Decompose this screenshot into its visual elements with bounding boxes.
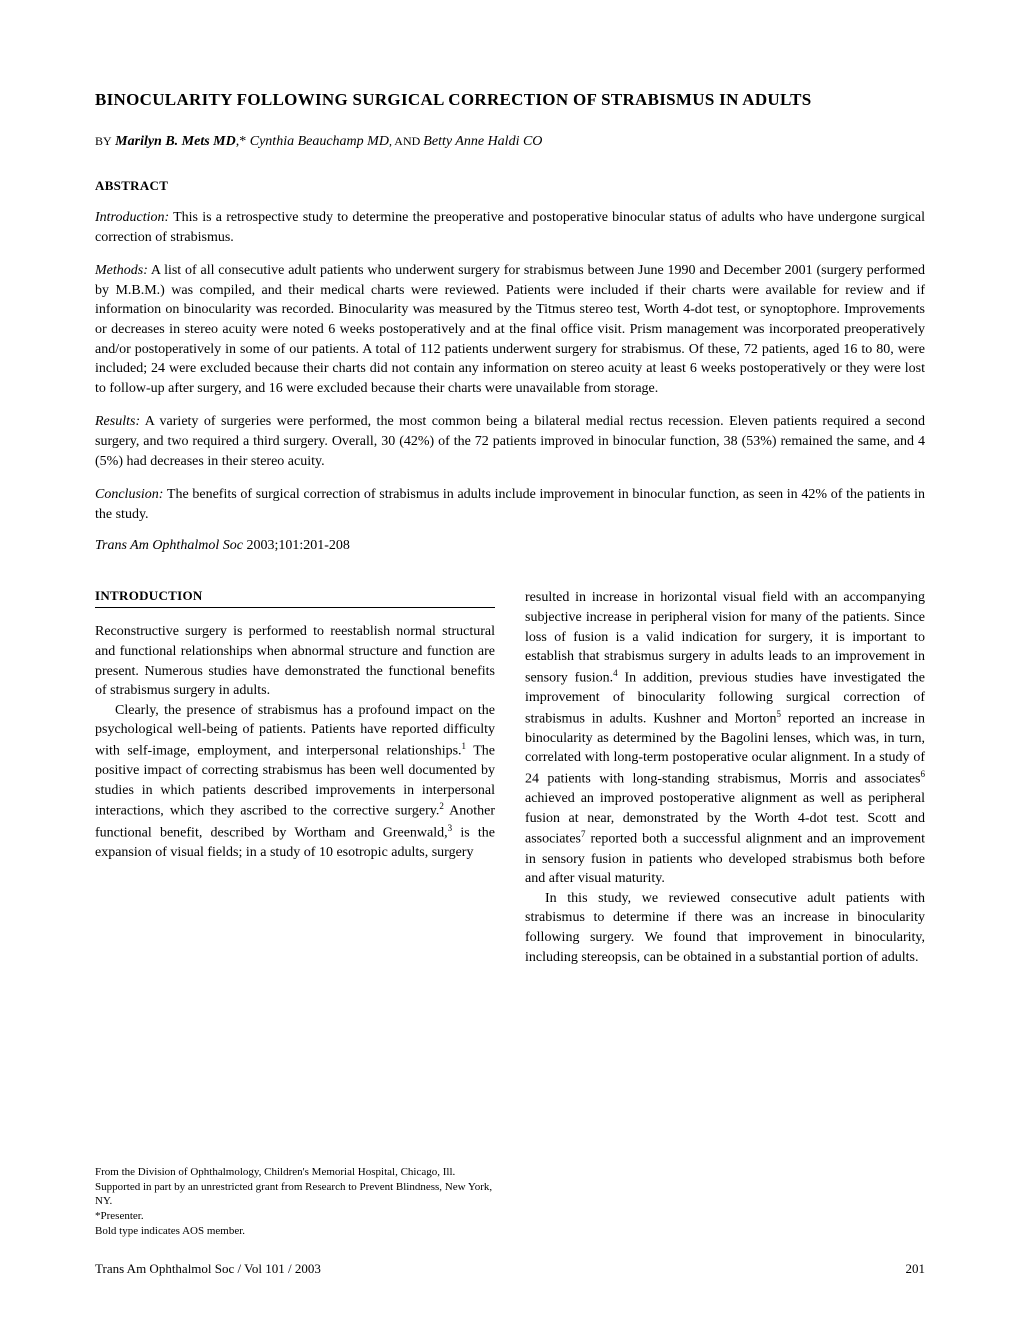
footnote-affiliation: From the Division of Ophthalmology, Chil…: [95, 1165, 495, 1210]
abstract-methods: Methods: A list of all consecutive adult…: [95, 261, 925, 398]
abstract-results: Results: A variety of surgeries were per…: [95, 412, 925, 471]
intro-label: Introduction:: [95, 210, 169, 225]
author-primary: Marilyn B. Mets MD: [115, 134, 236, 149]
page-footer: Trans Am Ophthalmol Soc / Vol 101 / 2003…: [95, 1261, 925, 1277]
citation-journal: Trans Am Ophthalmol Soc: [95, 538, 243, 553]
authors-line: BY Marilyn B. Mets MD,* Cynthia Beaucham…: [95, 134, 925, 150]
citation-rest: 2003;101:201-208: [243, 538, 350, 553]
intro-left-p1: Reconstructive surgery is performed to r…: [95, 622, 495, 700]
results-text: A variety of surgeries were performed, t…: [95, 414, 925, 468]
author-tertiary: Betty Anne Haldi CO: [423, 134, 542, 149]
author-secondary: Cynthia Beauchamp MD: [250, 134, 389, 149]
conclusion-label: Conclusion:: [95, 487, 163, 502]
results-label: Results:: [95, 414, 140, 429]
footnote-bold-type: Bold type indicates AOS member.: [95, 1224, 495, 1239]
intro-left-text: Reconstructive surgery is performed to r…: [95, 622, 495, 862]
footnote-presenter: *Presenter.: [95, 1209, 495, 1224]
ref-6: 6: [921, 769, 926, 779]
article-title: BINOCULARITY FOLLOWING SURGICAL CORRECTI…: [95, 90, 925, 110]
intro-left-p2: Clearly, the presence of strabismus has …: [95, 701, 495, 863]
introduction-heading: INTRODUCTION: [95, 588, 495, 608]
citation: Trans Am Ophthalmol Soc 2003;101:201-208: [95, 538, 925, 554]
author-asterisk: ,*: [236, 134, 247, 149]
by-label: BY: [95, 134, 112, 148]
intro-right-p2: In this study, we reviewed consecutive a…: [525, 889, 925, 967]
intro-right-text: resulted in increase in horizontal visua…: [525, 588, 925, 967]
intro-r1-e: reported both a successful alignment and…: [525, 832, 925, 886]
abstract-heading: ABSTRACT: [95, 178, 925, 194]
footer-left: Trans Am Ophthalmol Soc / Vol 101 / 2003: [95, 1261, 321, 1277]
methods-label: Methods:: [95, 263, 148, 278]
intro-text: This is a retrospective study to determi…: [95, 210, 925, 245]
footer-page-number: 201: [906, 1261, 926, 1277]
conclusion-text: The benefits of surgical correction of s…: [95, 487, 925, 522]
abstract-introduction: Introduction: This is a retrospective st…: [95, 208, 925, 247]
footnotes: From the Division of Ophthalmology, Chil…: [95, 1165, 495, 1239]
intro-p2-a: Clearly, the presence of strabismus has …: [95, 703, 495, 759]
introduction-section: INTRODUCTION Reconstructive surgery is p…: [95, 588, 925, 967]
intro-left-column: INTRODUCTION Reconstructive surgery is p…: [95, 588, 495, 967]
abstract-conclusion: Conclusion: The benefits of surgical cor…: [95, 485, 925, 524]
intro-right-p1: resulted in increase in horizontal visua…: [525, 588, 925, 889]
methods-text: A list of all consecutive adult patients…: [95, 263, 925, 396]
intro-right-column: resulted in increase in horizontal visua…: [525, 588, 925, 967]
and-label: , AND: [389, 134, 423, 148]
